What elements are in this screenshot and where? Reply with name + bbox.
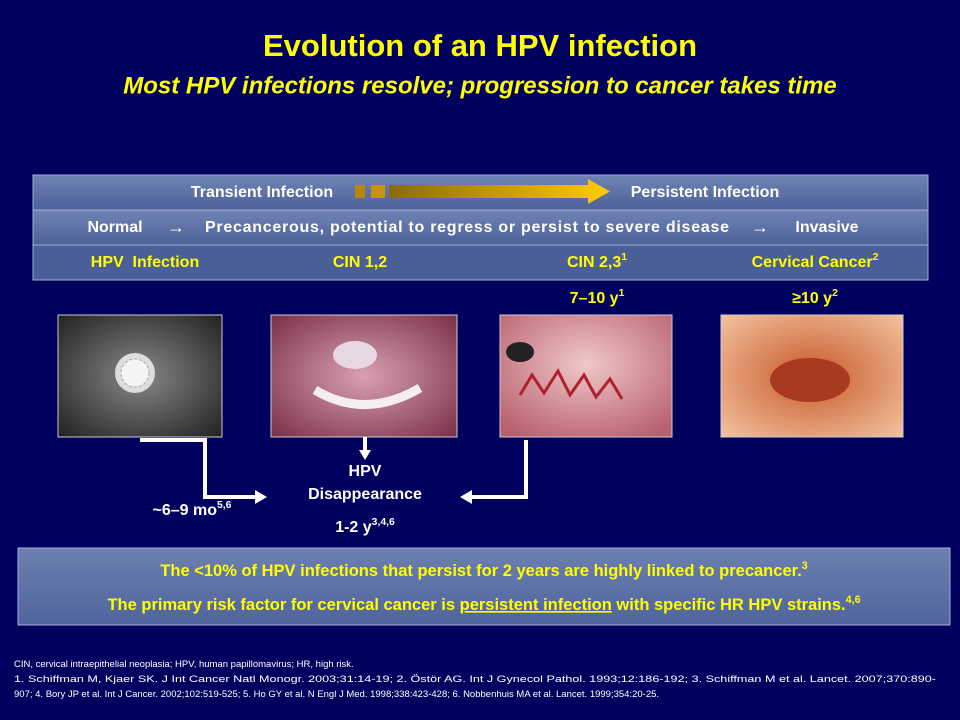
callout-text: The primary risk factor for cervical can… (107, 594, 860, 615)
table-row (32, 209, 929, 246)
footnote: CIN, cervical intraepithelial neoplasia;… (14, 659, 354, 670)
table-cell: Invasive (795, 219, 858, 236)
lesion (333, 341, 377, 369)
table-cell: Cervical Cancer2 (752, 252, 879, 271)
table: Transient Infection Persistent Infection… (32, 174, 929, 281)
duration: ≥10 y2 (792, 288, 838, 307)
table-row (32, 244, 929, 281)
table-cell: CIN 2,31 (567, 252, 627, 271)
table-cell: Normal (87, 219, 142, 236)
subtitle: Most HPV infections resolve; progression… (123, 72, 837, 99)
table-cell: Precancerous, potential to regress or pe… (205, 219, 729, 236)
arrow-block (355, 185, 365, 198)
outcome-label: HPV (349, 463, 382, 480)
table-cell: HPV Infection (91, 254, 199, 271)
footnote: 907; 4. Bory JP et al. Int J Cancer. 200… (14, 689, 659, 700)
arrow-head (255, 490, 267, 504)
lesion (506, 342, 534, 362)
lesion (770, 358, 850, 402)
footnote: 1. Schiffman M, Kjaer SK. J Int Cancer N… (14, 674, 936, 685)
images (57, 314, 904, 438)
table-cell: CIN 1,2 (333, 254, 387, 271)
outcome-label: Disappearance (308, 486, 422, 503)
title: Evolution of an HPV infection (263, 28, 697, 63)
arrow-block (371, 185, 385, 198)
arrow-icon: → (751, 217, 769, 237)
virus-particle (120, 358, 150, 388)
outcome-time: 1-2 y3,4,6 (335, 517, 395, 536)
table-cell: Transient Infection (191, 184, 333, 201)
progress-arrow (389, 179, 610, 204)
arrow-head (460, 490, 472, 504)
connector (472, 440, 528, 499)
callout-box (17, 547, 951, 626)
lesion (312, 384, 423, 409)
arrow-icon: → (167, 217, 185, 237)
connector (140, 438, 255, 499)
duration: 7–10 y1 (570, 288, 625, 307)
arrow-head (359, 450, 371, 460)
clearance-time: ~6–9 mo5,6 (153, 500, 232, 519)
callout-text: The <10% of HPV infections that persist … (160, 560, 807, 581)
table-cell: Persistent Infection (631, 184, 779, 201)
connectors (140, 437, 528, 499)
colposcopy-image (270, 314, 458, 438)
lesion (518, 367, 624, 400)
